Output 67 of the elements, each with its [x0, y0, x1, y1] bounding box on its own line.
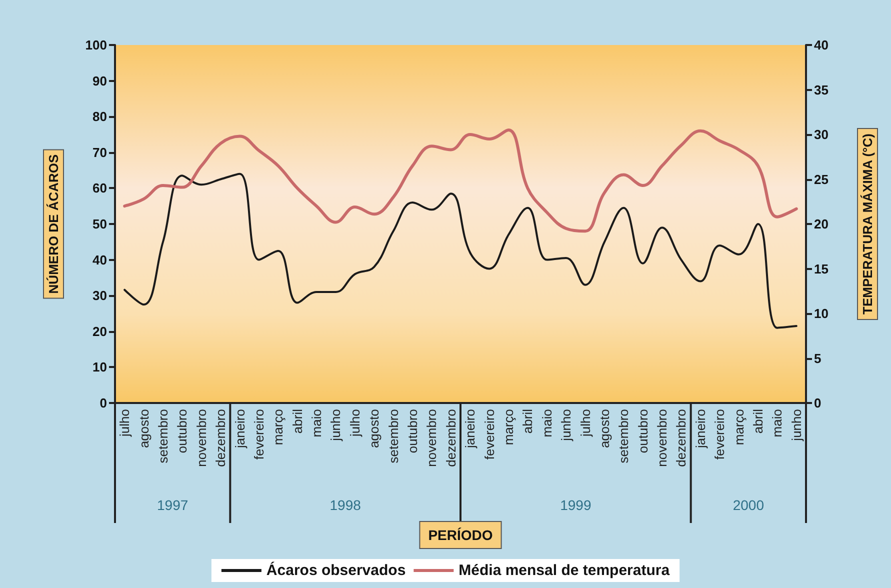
x-tick-label: novembro [424, 409, 440, 467]
x-tick-label: março [500, 409, 516, 446]
y-tick-label: 40 [92, 252, 107, 268]
y-tick-label: 80 [92, 109, 107, 124]
x-tick-label: fevereiro [482, 409, 497, 460]
line-series [123, 128, 798, 233]
x-axis-title: PERÍODO [428, 527, 493, 543]
y-tick-label: 90 [92, 73, 107, 88]
y-tick-label: 10 [92, 360, 107, 375]
y2-tick-label: 15 [814, 261, 828, 276]
x-tick-label: maio [309, 409, 324, 438]
y-tick-label: 70 [92, 144, 107, 160]
x-tick-label: novembro [194, 409, 209, 467]
y2-tick-label: 10 [814, 306, 828, 321]
x-tick-label: julho [117, 409, 132, 438]
x-tick-label: abril [750, 408, 766, 434]
x-tick-label: dezembro [443, 409, 458, 467]
x-tick-label: setembro [386, 409, 401, 464]
legend-label: Ácaros observados [266, 561, 406, 579]
x-tick-label: abril [520, 408, 536, 434]
x-tick-label: dezembro [213, 409, 228, 467]
y-tick-label: 60 [92, 180, 107, 196]
y-tick-label: 20 [92, 324, 107, 339]
y2-axis-title: TEMPERATURA MÁXIMA (°C) [860, 134, 875, 314]
x-tick-label: maio [770, 409, 785, 438]
x-tick-label: outubro [405, 409, 420, 454]
y2-tick-label: 40 [814, 38, 828, 52]
x-tick-label: março [731, 409, 746, 446]
x-tick-label: janeiro [692, 409, 708, 450]
text: 1998 [330, 497, 362, 513]
y-tick-label: 30 [92, 288, 107, 304]
text: 1997 [157, 497, 188, 513]
x-tick-label: novembro [654, 409, 670, 467]
x-tick-label: fevereiro [251, 409, 266, 460]
x-tick-label: outubro [635, 409, 650, 454]
y2-tick-label: 0 [814, 396, 822, 410]
x-tick-label: fevereiro [712, 409, 728, 460]
y-tick-label: 100 [85, 38, 107, 52]
x-tick-label: junho [328, 409, 344, 442]
x-tick-label: agosto [366, 409, 382, 448]
legend-label: Média mensal de temperatura [458, 562, 670, 579]
y2-tick-label: 35 [814, 82, 828, 98]
line-series [124, 172, 798, 329]
y-tick-label: 0 [100, 396, 107, 410]
x-tick-label: junho [788, 409, 804, 442]
x-tick-label: agosto [136, 409, 152, 448]
text: 2000 [732, 497, 764, 513]
y2-tick-label: 20 [814, 216, 828, 232]
x-tick-label: agosto [596, 409, 612, 448]
x-tick-label: julho [347, 409, 362, 438]
y2-tick-label: 5 [814, 350, 822, 366]
x-tick-label: janeiro [462, 409, 478, 450]
y-tick-label: 50 [92, 216, 107, 232]
y2-tick-label: 25 [814, 172, 828, 187]
y-axis-title: NÚMERO DE ÁCAROS [46, 154, 61, 294]
x-tick-label: setembro [616, 409, 632, 464]
x-tick-label: janeiro [232, 409, 248, 450]
x-tick-label: outubro [174, 409, 190, 454]
x-tick-label: junho [558, 409, 574, 442]
x-tick-label: maio [539, 409, 554, 438]
x-tick-label: setembro [155, 409, 170, 464]
x-tick-label: abril [290, 408, 305, 434]
y2-tick-label: 30 [814, 127, 828, 142]
x-tick-label: julho [578, 409, 593, 438]
text: 1999 [560, 497, 592, 513]
x-tick-label: dezembro [674, 409, 689, 467]
x-tick-label: março [270, 409, 286, 446]
